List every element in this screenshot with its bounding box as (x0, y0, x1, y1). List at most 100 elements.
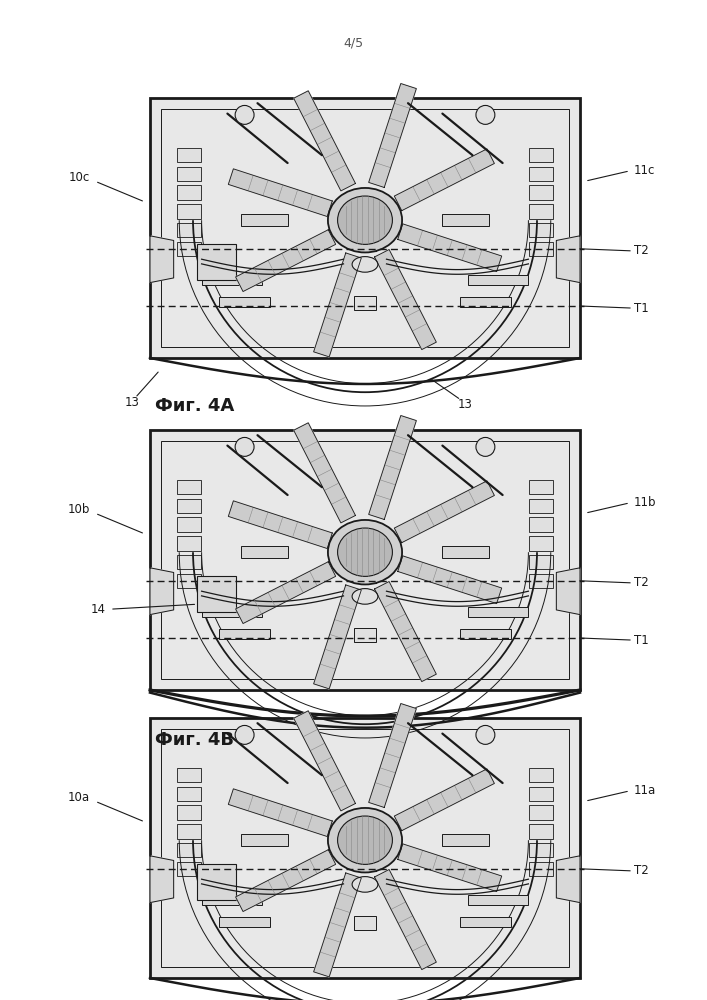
Polygon shape (150, 568, 174, 615)
Polygon shape (368, 416, 416, 519)
Bar (201, 275, 262, 285)
Bar (201, 607, 262, 617)
Polygon shape (368, 704, 416, 807)
Text: 13: 13 (457, 397, 472, 410)
Bar (201, 895, 262, 905)
Circle shape (476, 105, 495, 124)
Polygon shape (314, 873, 361, 977)
Text: 10a: 10a (68, 791, 90, 804)
Bar (241, 214, 288, 226)
Bar (442, 214, 489, 226)
Ellipse shape (328, 520, 402, 584)
Text: T2: T2 (634, 864, 649, 877)
Circle shape (235, 437, 254, 456)
Bar (177, 574, 201, 588)
Polygon shape (556, 236, 580, 283)
Text: 14: 14 (91, 603, 106, 616)
Text: Фиг. 4B: Фиг. 4B (155, 731, 234, 749)
Bar (468, 275, 528, 285)
Bar (530, 204, 553, 219)
Bar (177, 223, 201, 237)
Circle shape (235, 725, 254, 744)
Bar (442, 834, 489, 846)
Bar (150, 430, 580, 690)
Ellipse shape (328, 188, 402, 252)
Text: T1: T1 (634, 302, 649, 314)
Bar (218, 297, 270, 307)
Bar (468, 895, 528, 905)
Polygon shape (235, 850, 336, 912)
Text: 11c: 11c (634, 164, 655, 177)
Bar (530, 574, 553, 588)
Bar (530, 768, 553, 782)
Polygon shape (556, 856, 580, 903)
Polygon shape (150, 236, 174, 283)
Bar (530, 805, 553, 820)
Text: 4/5: 4/5 (343, 36, 363, 49)
Bar (177, 517, 201, 532)
Bar (177, 185, 201, 200)
Polygon shape (293, 423, 356, 523)
Bar (530, 167, 553, 181)
Polygon shape (398, 556, 502, 604)
Bar (177, 480, 201, 494)
Polygon shape (314, 585, 361, 689)
Ellipse shape (337, 816, 392, 864)
Bar (354, 916, 375, 930)
Bar (177, 787, 201, 801)
Bar (160, 109, 569, 347)
Text: 13: 13 (124, 395, 139, 408)
Bar (530, 480, 553, 494)
Bar (177, 167, 201, 181)
Text: T2: T2 (634, 576, 649, 589)
Bar (177, 862, 201, 876)
Polygon shape (150, 856, 174, 903)
Bar (530, 536, 553, 551)
Bar (177, 204, 201, 219)
Polygon shape (235, 230, 336, 292)
Circle shape (476, 437, 495, 456)
Bar (460, 629, 511, 639)
Polygon shape (368, 84, 416, 187)
Bar (354, 233, 375, 251)
Bar (460, 917, 511, 927)
Polygon shape (314, 253, 361, 357)
Bar (160, 729, 569, 967)
Polygon shape (395, 481, 494, 543)
Polygon shape (228, 169, 332, 217)
Bar (177, 536, 201, 551)
Polygon shape (235, 562, 336, 624)
Polygon shape (293, 711, 356, 811)
Ellipse shape (337, 196, 392, 244)
Bar (530, 242, 553, 256)
Bar (530, 824, 553, 839)
Bar (530, 223, 553, 237)
Polygon shape (228, 789, 332, 837)
Bar (354, 853, 375, 871)
Polygon shape (556, 568, 580, 615)
Bar (530, 185, 553, 200)
Bar (442, 546, 489, 558)
Ellipse shape (352, 589, 378, 604)
Circle shape (476, 725, 495, 744)
Bar (218, 917, 270, 927)
Bar (197, 244, 236, 280)
Bar (177, 768, 201, 782)
Bar (354, 628, 375, 642)
Bar (177, 824, 201, 839)
Polygon shape (375, 870, 436, 970)
Polygon shape (293, 91, 356, 191)
Polygon shape (228, 501, 332, 549)
Bar (530, 499, 553, 513)
Text: 11a: 11a (634, 784, 656, 797)
Bar (197, 576, 236, 612)
Text: Фиг. 4A: Фиг. 4A (155, 397, 234, 415)
Text: 10c: 10c (69, 171, 90, 184)
Ellipse shape (337, 528, 392, 576)
Bar (468, 607, 528, 617)
Polygon shape (395, 149, 494, 211)
Ellipse shape (352, 257, 378, 272)
Ellipse shape (328, 808, 402, 872)
Bar (177, 148, 201, 162)
Bar (150, 98, 580, 358)
